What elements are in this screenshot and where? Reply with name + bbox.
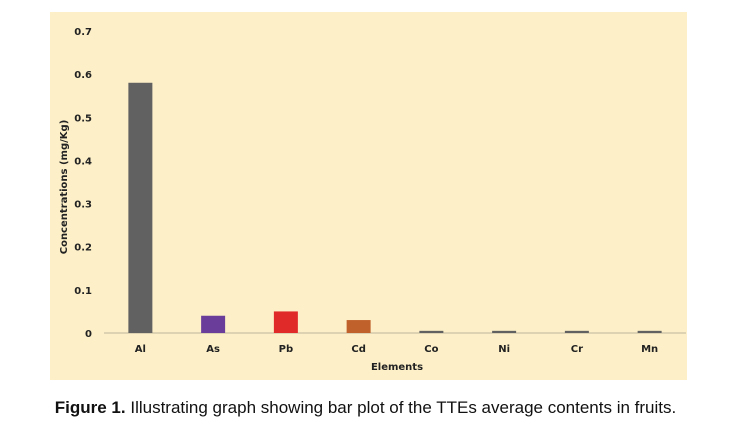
x-tick-label: Cr bbox=[571, 344, 583, 355]
y-tick-label: 0.3 bbox=[74, 200, 92, 211]
chart-background bbox=[50, 12, 687, 380]
y-tick-label: 0.7 bbox=[74, 27, 92, 38]
chart-area: 0 0.1 0.2 0.3 0.4 0.5 0.6 0.7 Al As Pb Cd Co Ni Cr Mn El… bbox=[50, 12, 687, 380]
caption-text: Illustrating graph showing bar plot of t… bbox=[125, 398, 677, 417]
bar-as bbox=[201, 315, 226, 333]
x-tick-label: Al bbox=[135, 344, 146, 355]
y-tick-label: 0.4 bbox=[74, 156, 92, 167]
y-tick-label: 0.6 bbox=[74, 70, 92, 81]
x-tick-label: As bbox=[206, 344, 220, 355]
x-tick-label: Pb bbox=[279, 344, 294, 355]
y-tick-label: 0.2 bbox=[74, 243, 92, 254]
figure-caption: Figure 1. Illustrating graph showing bar… bbox=[0, 398, 731, 418]
x-tick-label: Cd bbox=[351, 344, 366, 355]
bar-cr bbox=[564, 330, 589, 333]
bar-mn bbox=[637, 330, 662, 333]
bar-chart: 0 0.1 0.2 0.3 0.4 0.5 0.6 0.7 Al As Pb Cd Co Ni Cr Mn El… bbox=[50, 12, 687, 380]
x-axis-title: Elements bbox=[371, 362, 423, 373]
x-tick-label: Co bbox=[424, 344, 438, 355]
y-tick-label: 0 bbox=[85, 329, 92, 340]
y-tick-label: 0.1 bbox=[74, 286, 92, 297]
x-tick-label: Ni bbox=[498, 344, 510, 355]
bar-cd bbox=[346, 320, 371, 333]
y-tick-label: 0.5 bbox=[74, 113, 92, 124]
bar-co bbox=[419, 330, 444, 333]
x-tick-label: Mn bbox=[641, 344, 658, 355]
bar-ni bbox=[492, 330, 517, 333]
bar-pb bbox=[273, 311, 298, 333]
y-axis-title: Concentrations (mg/Kg) bbox=[59, 120, 70, 255]
bar-al bbox=[128, 82, 153, 334]
caption-label: Figure 1. bbox=[54, 398, 126, 417]
